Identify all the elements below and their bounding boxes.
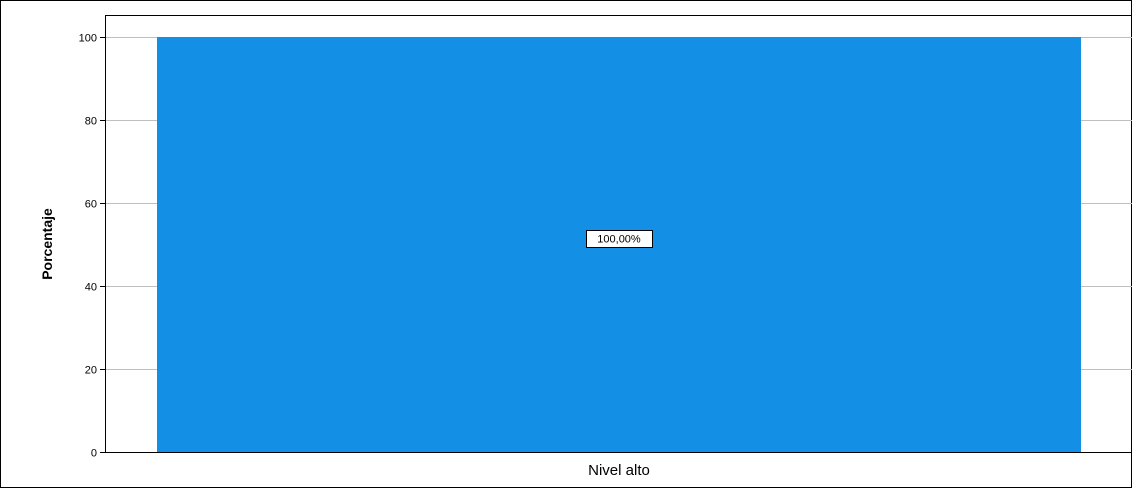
labels: 0 20 40 60 80 100 Nivel alto 100,00% xyxy=(79,33,653,479)
y-tick-label: 0 xyxy=(91,448,97,460)
axes xyxy=(100,15,1132,453)
y-tick-label: 20 xyxy=(85,365,97,377)
y-axis-title: Porcentaje xyxy=(39,208,55,280)
y-tick-label: 60 xyxy=(85,199,97,211)
y-tick-label: 40 xyxy=(85,282,97,294)
y-tick-label: 80 xyxy=(85,116,97,128)
data-label-box xyxy=(586,230,653,248)
x-category-label: Nivel alto xyxy=(588,462,650,479)
y-tick-label: 100 xyxy=(79,33,97,45)
data-label: 100,00% xyxy=(597,234,641,246)
